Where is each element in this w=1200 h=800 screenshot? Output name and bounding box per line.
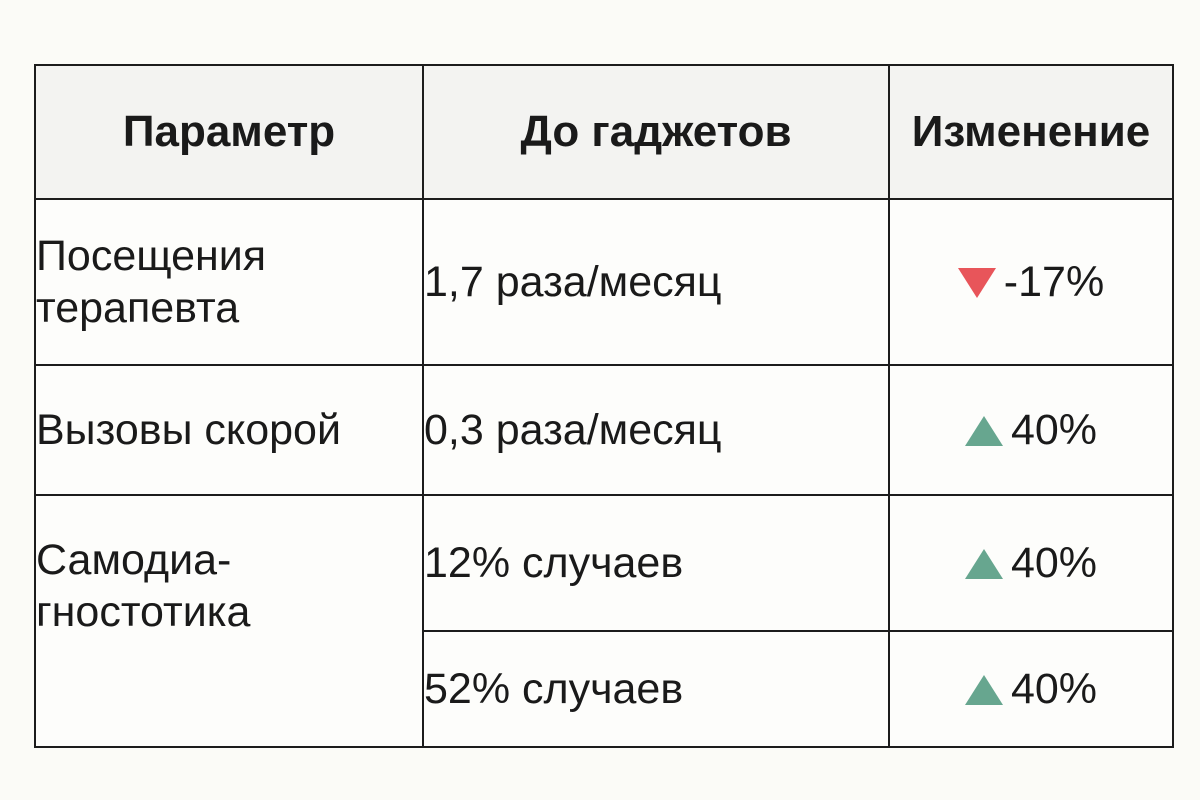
- table-row: Самодиа-гностотика 12% случаев 40%: [34, 494, 1174, 748]
- before-cell: 52% случаев: [422, 630, 890, 748]
- header-change: Изменение: [888, 64, 1174, 200]
- parameter-cell: Посещения терапевта: [34, 198, 424, 366]
- parameter-label: Вызовы скорой: [36, 406, 341, 454]
- change-value: 40%: [1010, 406, 1098, 455]
- before-cell: 0,3 раза/месяц: [422, 364, 890, 496]
- parameter-label: Посещения терапевта: [36, 232, 267, 332]
- table-header-row: Параметр До гаджетов Изменение: [34, 64, 1174, 200]
- before-cell: 12% случаев: [422, 494, 890, 632]
- change-cell: 40%: [888, 630, 1174, 748]
- before-cell: 1,7 раза/месяц: [422, 198, 890, 366]
- parameter-cell: Вызовы скорой: [34, 364, 424, 496]
- change-value: 40%: [1010, 539, 1098, 588]
- change-cell: -17%: [888, 198, 1174, 366]
- table-row: Посещения терапевта 1,7 раза/месяц -17%: [34, 198, 1174, 366]
- triangle-down-icon: [957, 268, 996, 299]
- comparison-table: Параметр До гаджетов Изменение Посещения…: [34, 64, 1174, 748]
- triangle-up-icon: [964, 675, 1003, 706]
- change-cell: 40%: [888, 364, 1174, 496]
- header-before: До гаджетов: [422, 64, 890, 200]
- change-value: 40%: [1010, 665, 1098, 714]
- change-cell: 40%: [888, 494, 1174, 632]
- parameter-label: Самодиа-гностотика: [36, 536, 251, 636]
- parameter-cell: Самодиа-гностотика: [34, 494, 424, 748]
- header-parameter: Параметр: [34, 64, 424, 200]
- triangle-up-icon: [964, 416, 1003, 447]
- triangle-up-icon: [964, 549, 1003, 580]
- table-row: Вызовы скорой 0,3 раза/месяц 40%: [34, 364, 1174, 496]
- table-row: 52% случаев 40%: [35, 630, 1174, 748]
- change-value: -17%: [1003, 258, 1105, 307]
